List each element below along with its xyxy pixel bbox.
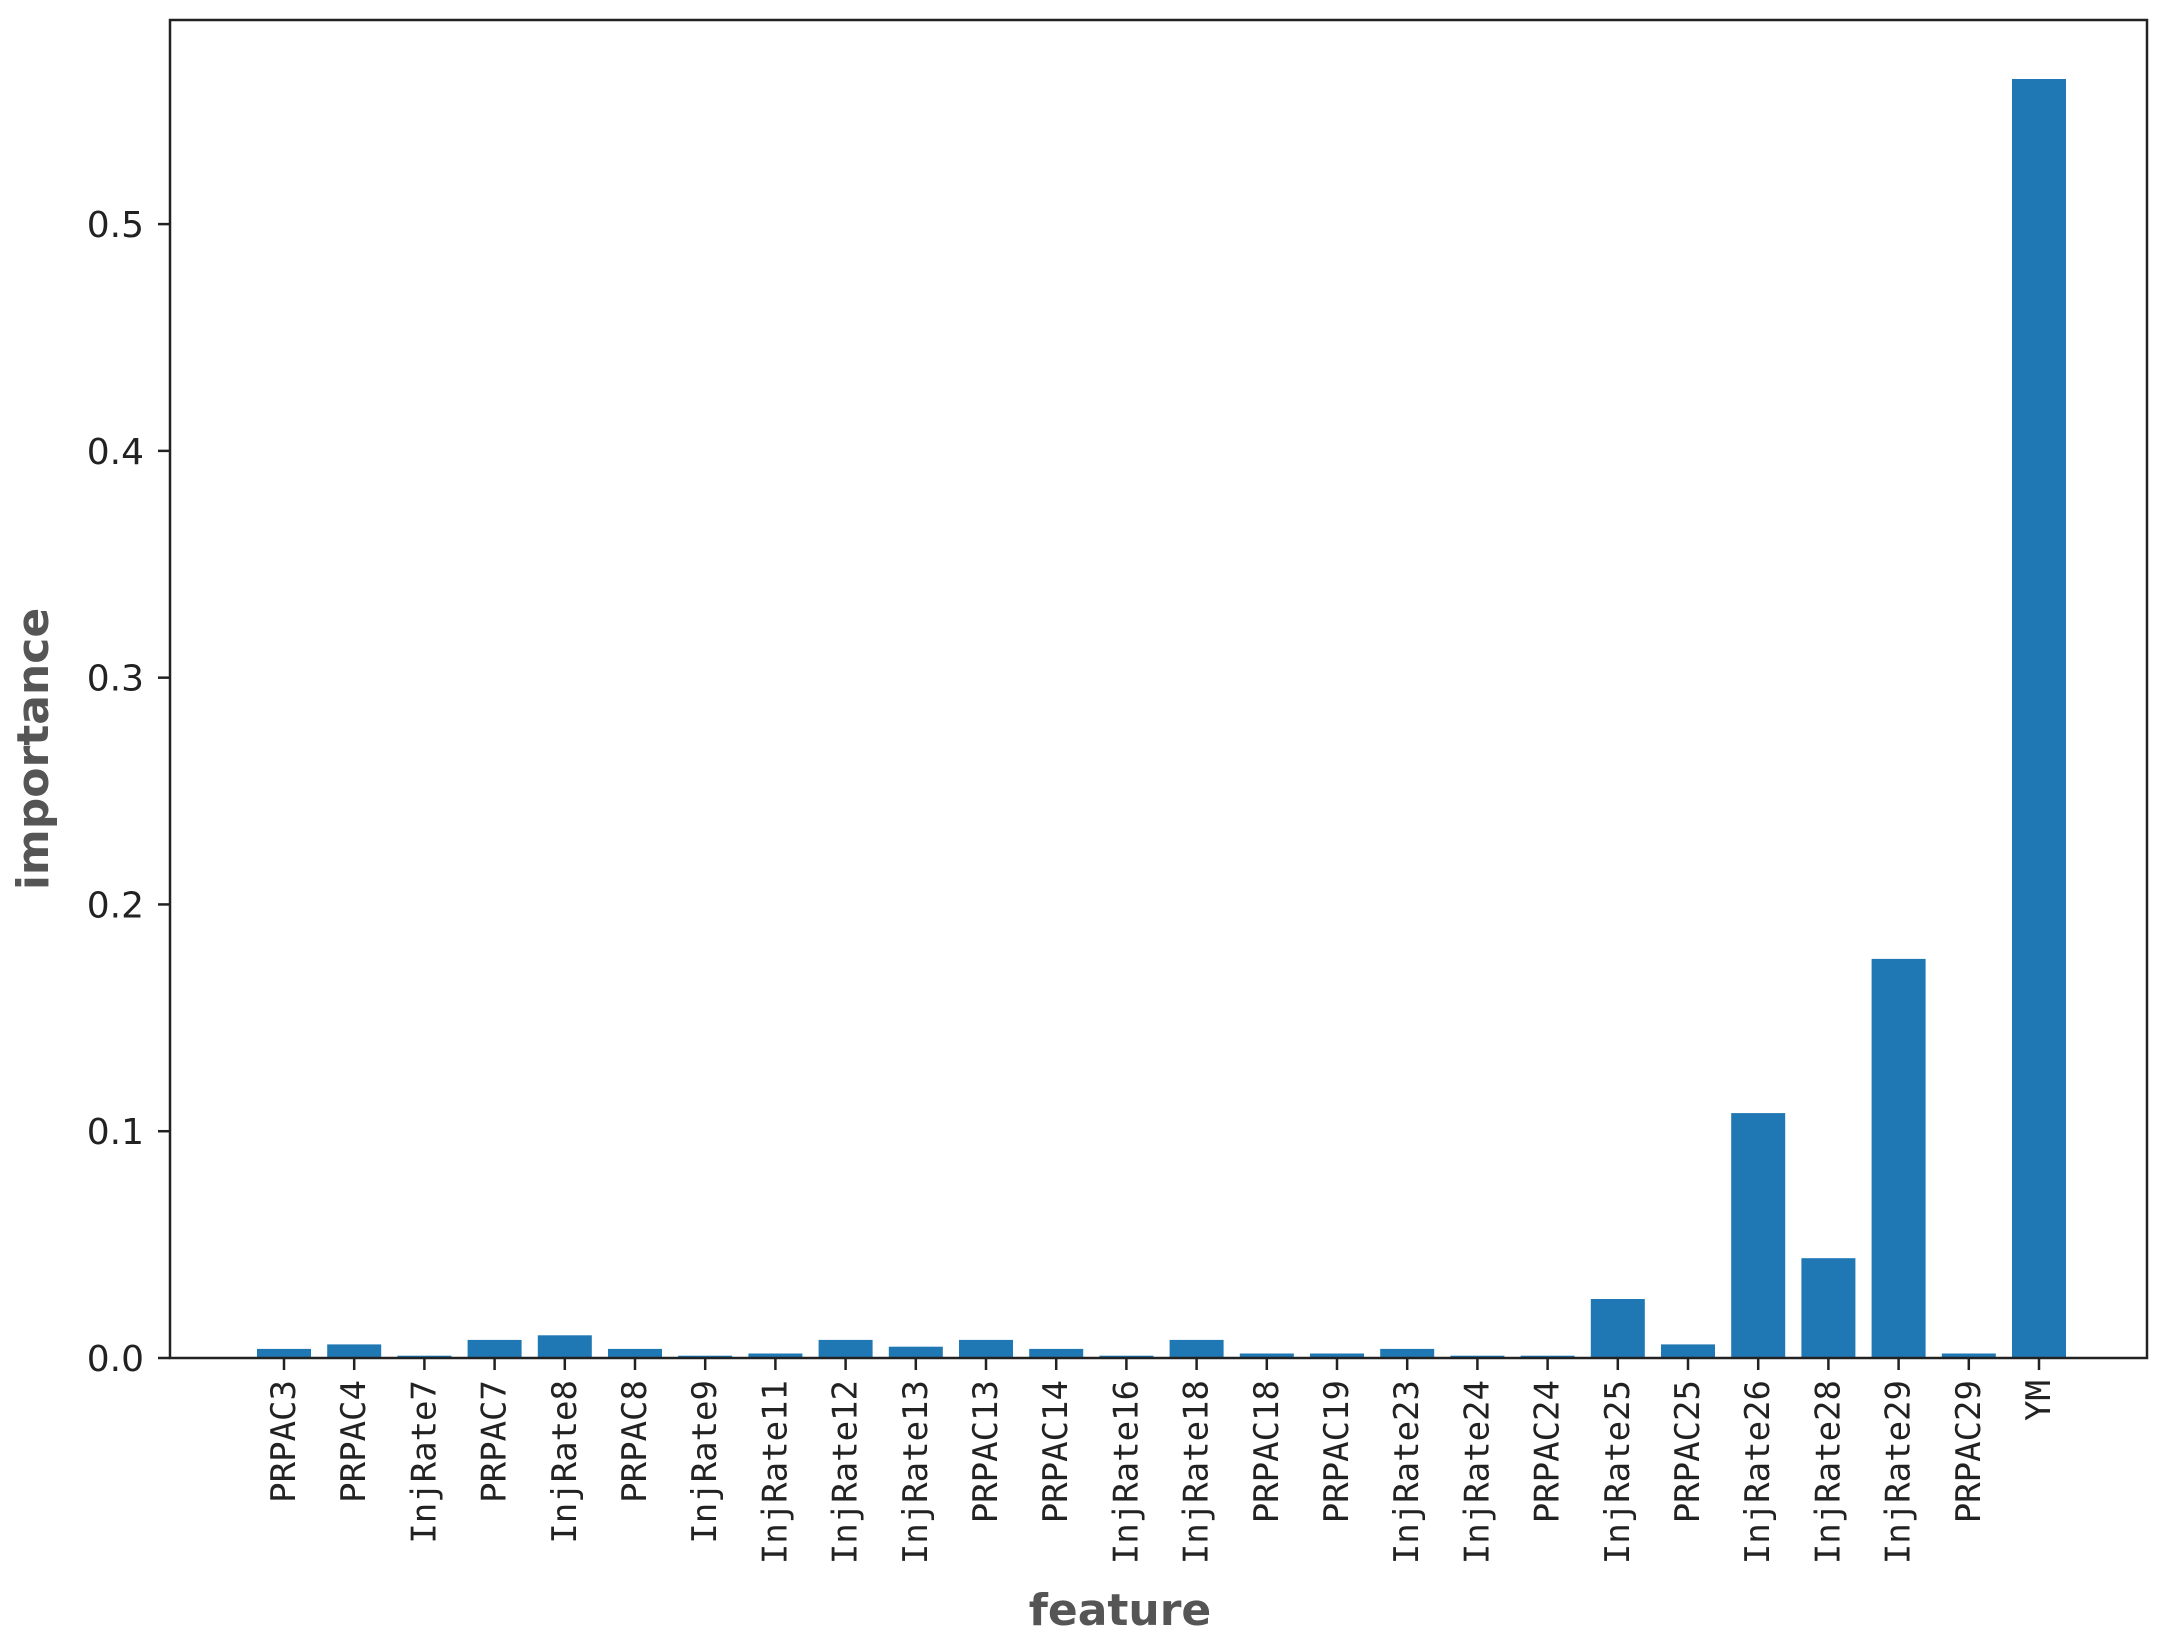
bar-injrate25 [1590, 1299, 1645, 1358]
bar-injrate26 [1731, 1113, 1786, 1358]
bar-prpac13 [959, 1339, 1013, 1358]
bar-injrate23 [1380, 1348, 1435, 1358]
x-tick-label: InjRate7 [404, 1380, 444, 1544]
y-tick-label: 0.1 [87, 1112, 144, 1153]
x-tick-label: InjRate28 [1808, 1380, 1848, 1564]
y-tick-label: 0.3 [87, 659, 144, 700]
x-tick-label: InjRate26 [1738, 1380, 1778, 1564]
x-tick-label: PRPAC4 [334, 1380, 374, 1503]
x-tick-label: PRPAC7 [475, 1380, 515, 1503]
x-tick-label: InjRate12 [826, 1380, 866, 1564]
bar-prpac25 [1661, 1344, 1715, 1358]
bar-injrate29 [1871, 958, 1926, 1358]
bar-prpac7 [467, 1339, 522, 1358]
x-tick-label: InjRate29 [1879, 1380, 1919, 1564]
x-tick-label: PRPAC29 [1949, 1380, 1989, 1523]
y-tick-label: 0.2 [87, 885, 144, 926]
bar-prpac8 [608, 1348, 662, 1358]
bar-injrate8 [537, 1335, 592, 1358]
x-tick-label: InjRate23 [1387, 1380, 1427, 1564]
x-tick-label: PRPAC13 [966, 1380, 1006, 1523]
x-tick-label: PRPAC24 [1528, 1380, 1568, 1523]
x-tick-label: InjRate8 [545, 1380, 585, 1544]
bar-injrate18 [1169, 1339, 1224, 1358]
bars-layer [257, 79, 2066, 1358]
y-tick-label: 0.0 [87, 1339, 144, 1380]
bar-prpac18 [1239, 1353, 1294, 1358]
x-tick-label: InjRate25 [1598, 1380, 1638, 1564]
bar-prpac29 [1941, 1353, 1996, 1358]
x-tick-label: InjRate16 [1106, 1380, 1146, 1564]
bar-prpac19 [1310, 1353, 1364, 1358]
x-tick-label: YM [2019, 1380, 2059, 1421]
bar-prpac4 [327, 1344, 382, 1358]
x-tick-label: InjRate24 [1457, 1380, 1497, 1564]
plot-frame [168, 18, 2149, 1360]
bar-injrate13 [888, 1346, 943, 1358]
x-tick-label: InjRate18 [1177, 1380, 1217, 1564]
x-tick-label: PRPAC25 [1668, 1380, 1708, 1523]
x-tick-label: PRPAC14 [1036, 1380, 1076, 1523]
y-axis-title: importance [8, 608, 59, 890]
x-tick-label: InjRate13 [896, 1380, 936, 1564]
x-tick-label: PRPAC8 [615, 1380, 655, 1503]
x-tick-label: PRPAC3 [264, 1380, 304, 1503]
y-axis-ticks: 0.0 0.1 0.2 0.3 0.4 0.5 [87, 205, 170, 1380]
x-axis-title: feature [1029, 1585, 1212, 1636]
y-tick-label: 0.4 [87, 432, 144, 473]
bar-prpac14 [1029, 1348, 1084, 1358]
x-tick-label: PRPAC18 [1247, 1380, 1287, 1523]
x-tick-label: InjRate11 [755, 1380, 795, 1564]
bar-prpac3 [257, 1348, 311, 1358]
x-axis-ticks: PRPAC3 PRPAC4 InjRate7 PRPAC7 InjRate8 PRPAC8… [264, 1358, 2059, 1564]
x-tick-label: PRPAC19 [1317, 1380, 1357, 1523]
bar-injrate28 [1801, 1258, 1856, 1358]
x-tick-label: InjRate9 [685, 1380, 725, 1544]
y-tick-label: 0.5 [87, 205, 144, 246]
bar-ym [2012, 79, 2066, 1358]
bar-injrate11 [748, 1353, 803, 1358]
bar-injrate12 [818, 1339, 873, 1358]
